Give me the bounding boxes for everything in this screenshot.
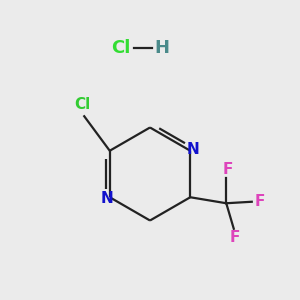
Text: F: F [230, 230, 241, 245]
Text: Cl: Cl [75, 97, 91, 112]
Text: Cl: Cl [111, 39, 130, 57]
Text: F: F [223, 162, 233, 177]
Text: F: F [255, 194, 266, 209]
Text: H: H [154, 39, 169, 57]
Text: N: N [101, 191, 114, 206]
Text: N: N [186, 142, 199, 157]
